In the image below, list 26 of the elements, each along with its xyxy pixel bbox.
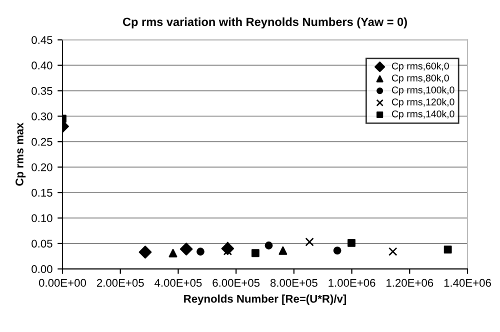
x-axis-title: Reynolds Number [Re=(U*R)/v]	[184, 294, 346, 305]
x-tick-label: 1.40E+06	[444, 278, 491, 287]
x-tick-label: 6.00E+05	[212, 278, 260, 287]
y-tick-label: 0.30	[32, 112, 52, 120]
y-tick-label: 0.05	[32, 240, 52, 248]
y-tick-label: 0.45	[32, 36, 52, 44]
y-tick-label: 0.40	[32, 62, 52, 70]
y-tick-label: 0.20	[32, 163, 52, 172]
x-tick-label: 8.00E+05	[270, 278, 318, 287]
legend-label: Cp rms,120k,0	[392, 98, 454, 108]
legend-label: Cp rms,60k,0	[392, 62, 449, 72]
x-tick-label: 1.00E+06	[328, 278, 376, 287]
legend-label: Cp rms,140k,0	[392, 110, 454, 120]
y-tick-label: 0.25	[32, 138, 52, 146]
legend-label: Cp rms,80k,0	[392, 74, 449, 84]
legend-label: Cp rms,100k,0	[392, 86, 454, 96]
x-tick-label: 1.20E+06	[386, 278, 434, 287]
y-tick-label: 0.35	[32, 87, 52, 95]
y-axis-title: Cp rms max	[16, 122, 26, 186]
x-tick-label: 0.00E+00	[38, 278, 86, 287]
y-tick-label: 0.00	[32, 265, 52, 274]
chart-title: Cp rms variation with Reynolds Numbers (Yaw = 0)	[122, 17, 407, 28]
y-tick-label: 0.10	[32, 214, 52, 222]
y-tick-label: 0.15	[32, 188, 52, 197]
x-tick-label: 2.00E+05	[96, 278, 144, 287]
x-tick-label: 4.00E+05	[154, 278, 202, 287]
